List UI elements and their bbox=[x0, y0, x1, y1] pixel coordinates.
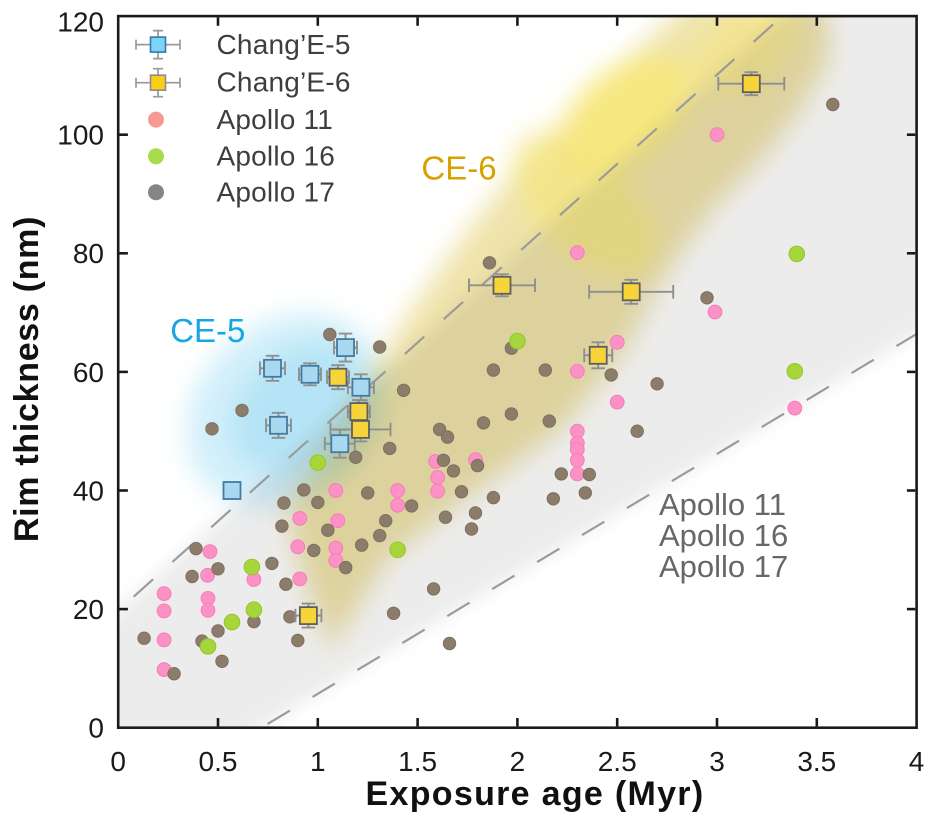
svg-text:CE-6: CE-6 bbox=[421, 150, 496, 187]
svg-text:Apollo 16: Apollo 16 bbox=[659, 518, 788, 553]
svg-text:0: 0 bbox=[88, 713, 104, 744]
svg-text:120: 120 bbox=[57, 6, 104, 37]
svg-text:0.5: 0.5 bbox=[199, 746, 238, 777]
svg-text:Exposure age (Myr): Exposure age (Myr) bbox=[366, 775, 705, 813]
svg-text:Rim thickness (nm): Rim thickness (nm) bbox=[8, 216, 46, 542]
svg-text:Chang’E-5: Chang’E-5 bbox=[217, 29, 351, 60]
svg-text:20: 20 bbox=[73, 594, 104, 625]
svg-text:Apollo 17: Apollo 17 bbox=[659, 549, 788, 584]
svg-text:60: 60 bbox=[73, 357, 104, 388]
svg-text:0: 0 bbox=[110, 746, 126, 777]
svg-text:80: 80 bbox=[73, 238, 104, 269]
svg-text:Apollo 16: Apollo 16 bbox=[217, 141, 336, 172]
svg-text:1: 1 bbox=[310, 746, 326, 777]
svg-text:CE-5: CE-5 bbox=[170, 312, 245, 349]
svg-text:2: 2 bbox=[510, 746, 526, 777]
svg-text:Apollo 11: Apollo 11 bbox=[659, 487, 786, 522]
svg-text:40: 40 bbox=[73, 475, 104, 506]
svg-text:3: 3 bbox=[709, 746, 725, 777]
svg-text:2.5: 2.5 bbox=[598, 746, 637, 777]
svg-text:100: 100 bbox=[57, 120, 104, 151]
svg-text:Chang’E-6: Chang’E-6 bbox=[217, 67, 351, 98]
svg-text:4: 4 bbox=[909, 746, 925, 777]
svg-text:Apollo 17: Apollo 17 bbox=[217, 177, 336, 208]
svg-text:Apollo 11: Apollo 11 bbox=[217, 104, 333, 135]
svg-text:1.5: 1.5 bbox=[398, 746, 437, 777]
svg-text:3.5: 3.5 bbox=[797, 746, 836, 777]
